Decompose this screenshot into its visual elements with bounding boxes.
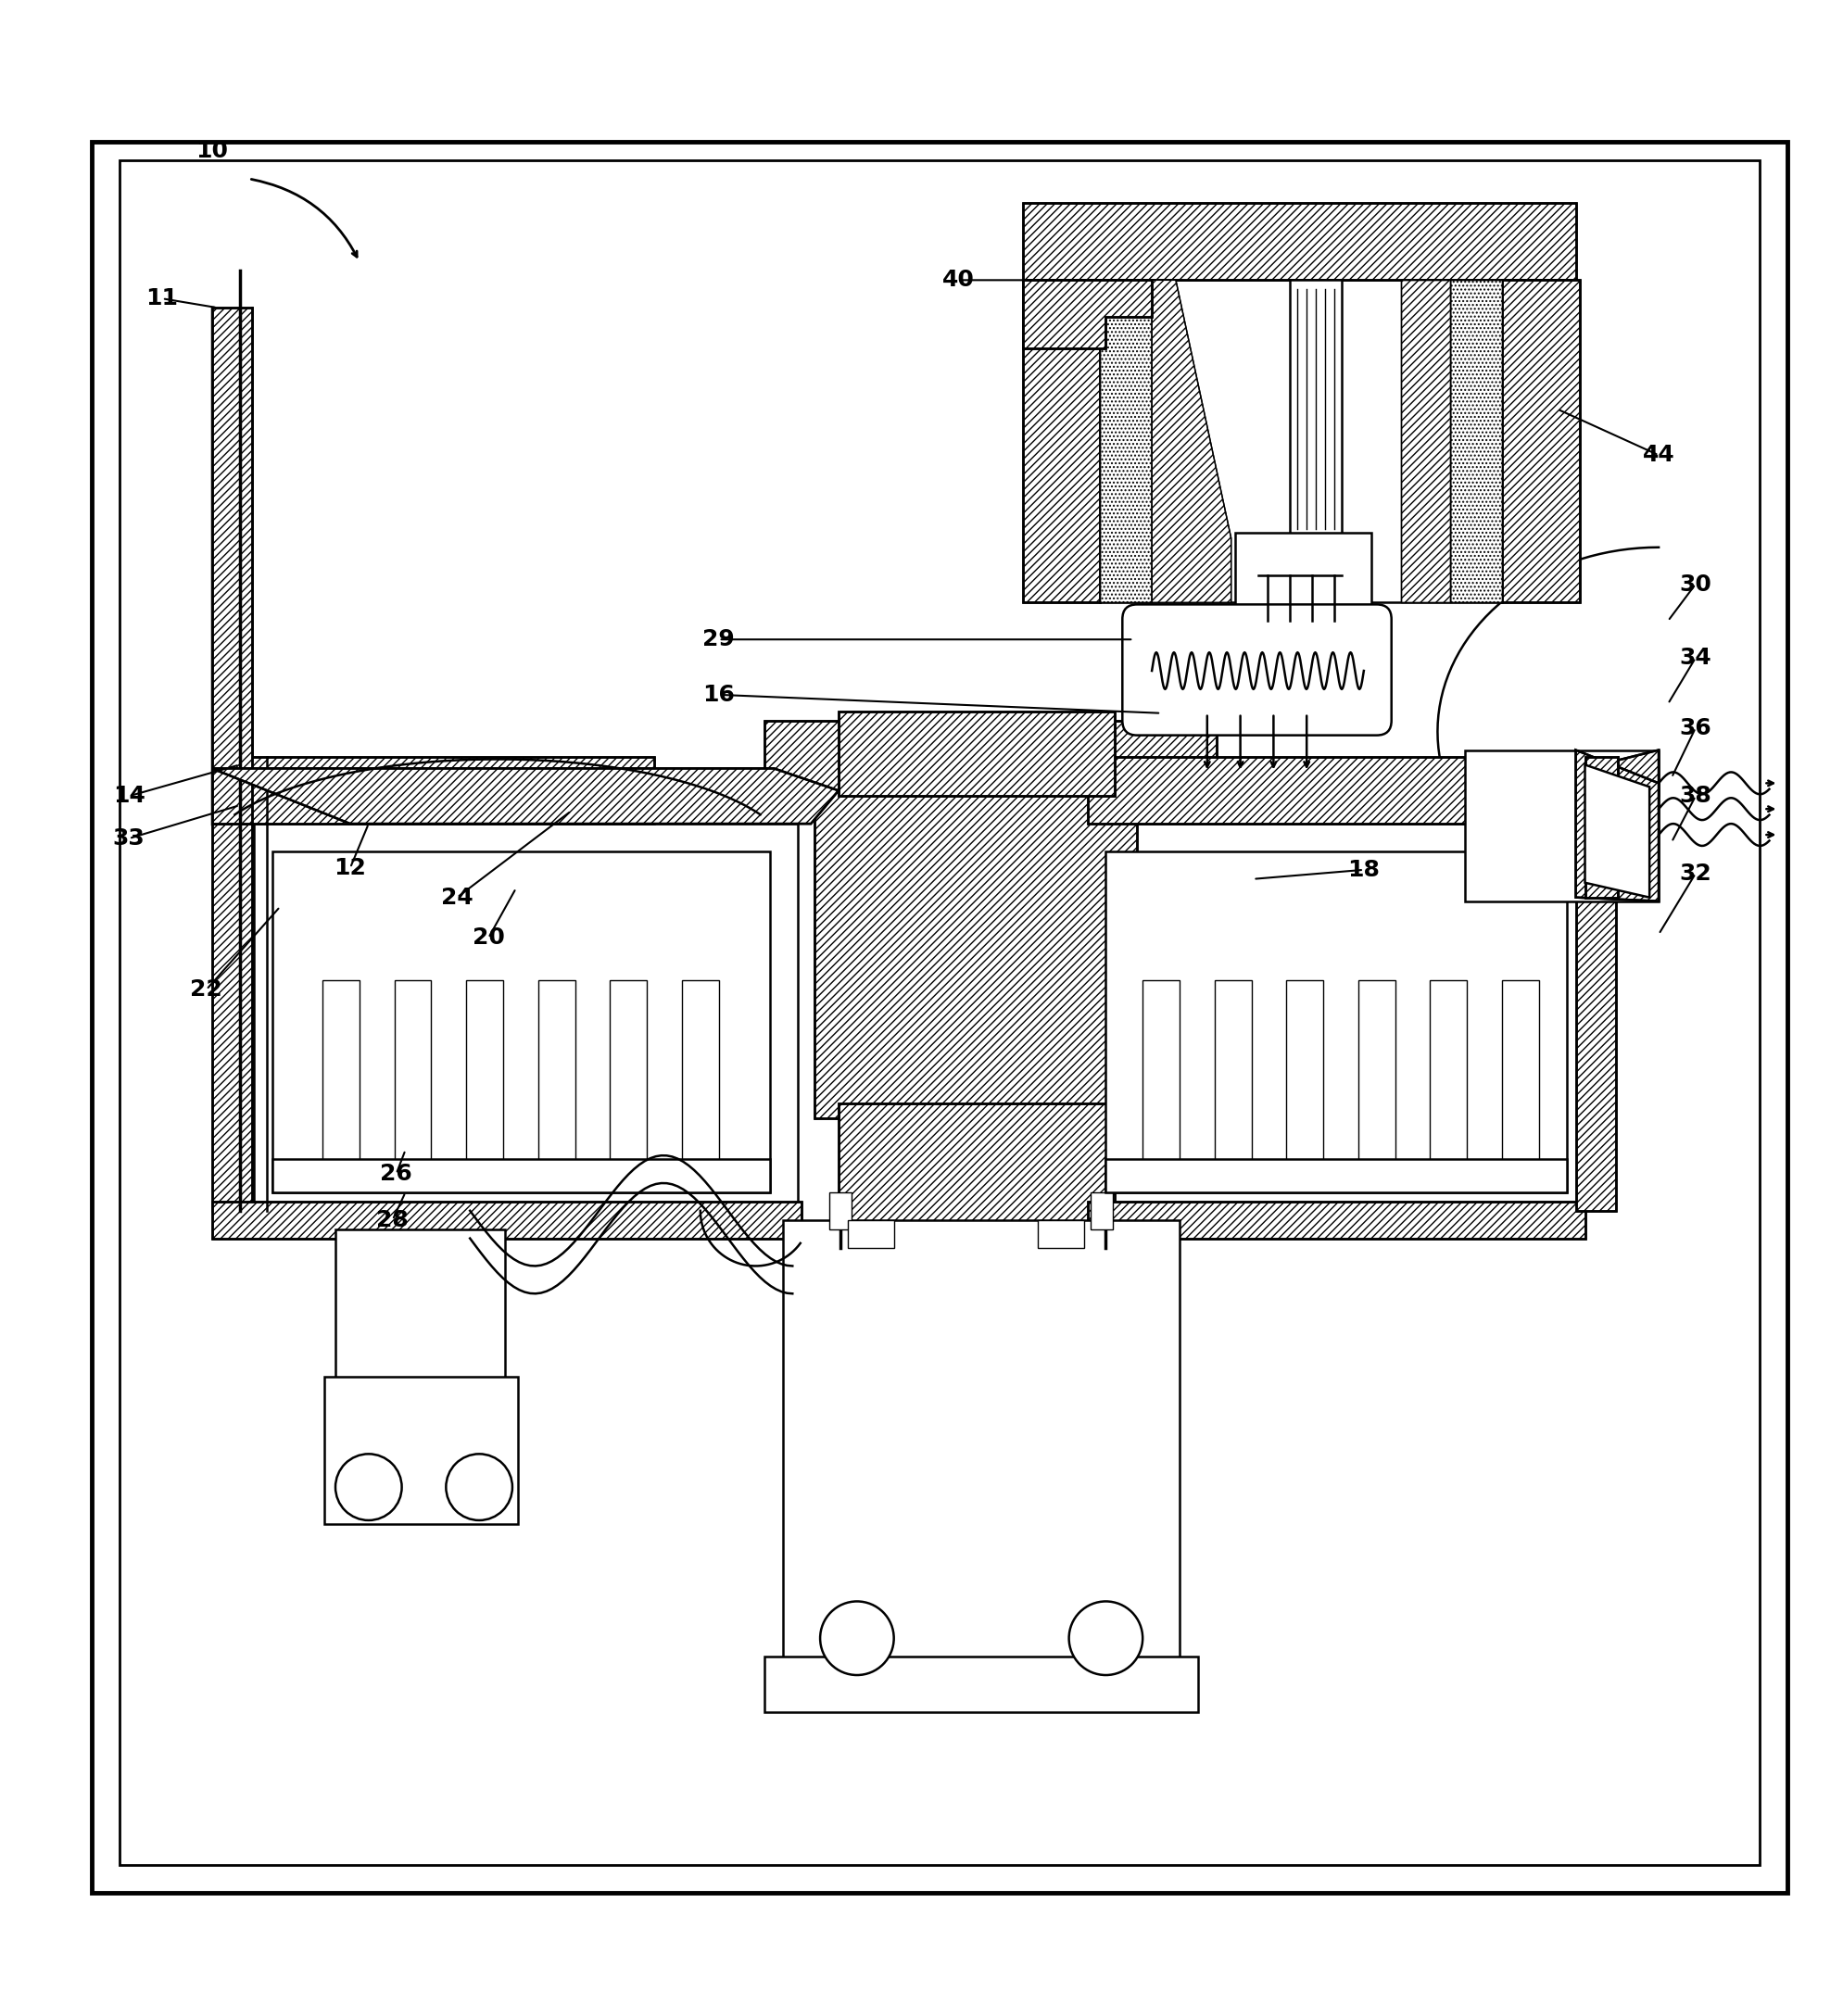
Text: 20: 20 xyxy=(472,927,505,950)
Bar xyxy=(1087,758,1622,825)
Bar xyxy=(1358,980,1395,1165)
Text: 34: 34 xyxy=(1679,647,1712,669)
Text: 11: 11 xyxy=(146,288,179,310)
Bar xyxy=(1023,204,1576,280)
Bar xyxy=(1087,825,1585,1212)
Bar xyxy=(1450,280,1502,603)
Bar xyxy=(839,712,1115,796)
Text: 26: 26 xyxy=(380,1163,413,1185)
Bar xyxy=(323,980,359,1165)
Bar xyxy=(1106,1159,1567,1191)
Bar xyxy=(839,1105,1115,1230)
Text: 36: 36 xyxy=(1679,718,1712,740)
Bar xyxy=(765,720,1216,790)
Bar xyxy=(1502,280,1579,603)
Bar xyxy=(682,980,719,1165)
Bar xyxy=(1100,280,1152,603)
Text: 24: 24 xyxy=(440,887,474,909)
Bar xyxy=(1585,758,1618,897)
Bar xyxy=(1100,280,1502,603)
Bar xyxy=(1023,204,1576,280)
Bar xyxy=(1576,768,1616,1212)
Text: 22: 22 xyxy=(190,978,223,1000)
Bar xyxy=(335,1230,505,1385)
Circle shape xyxy=(335,1454,402,1520)
Circle shape xyxy=(820,1601,894,1675)
Polygon shape xyxy=(1576,750,1659,901)
Bar xyxy=(212,1202,802,1238)
Circle shape xyxy=(1069,1601,1143,1675)
Bar xyxy=(765,720,1216,790)
Text: 16: 16 xyxy=(702,683,735,706)
Polygon shape xyxy=(1585,750,1659,825)
Bar xyxy=(1023,280,1100,603)
Bar xyxy=(1502,980,1539,1165)
Bar xyxy=(212,308,252,825)
Text: 18: 18 xyxy=(1347,859,1380,881)
Bar xyxy=(254,825,798,1212)
FancyBboxPatch shape xyxy=(1122,605,1391,736)
Text: 44: 44 xyxy=(1642,444,1675,466)
Bar xyxy=(1100,280,1152,603)
Polygon shape xyxy=(1401,280,1450,603)
Bar xyxy=(212,758,654,825)
Text: 38: 38 xyxy=(1679,784,1712,806)
Bar xyxy=(815,790,1137,1119)
Polygon shape xyxy=(212,768,839,825)
Bar xyxy=(273,851,770,1191)
Bar xyxy=(1286,980,1323,1165)
Bar xyxy=(1576,768,1616,1212)
Bar xyxy=(839,712,1115,796)
Text: 28: 28 xyxy=(376,1210,409,1232)
Bar xyxy=(212,825,252,1212)
Bar xyxy=(1106,851,1567,1191)
Bar xyxy=(1502,280,1579,603)
Bar xyxy=(1087,1202,1585,1238)
Bar xyxy=(212,1202,802,1238)
Bar xyxy=(1465,750,1659,901)
Bar xyxy=(1450,280,1502,603)
Bar xyxy=(1290,280,1342,538)
Bar xyxy=(394,980,431,1165)
Bar xyxy=(1143,980,1180,1165)
Bar xyxy=(783,1220,1180,1671)
Bar xyxy=(839,1105,1115,1230)
Bar xyxy=(273,1159,770,1191)
Bar xyxy=(1430,980,1467,1165)
Bar xyxy=(1215,980,1251,1165)
Bar xyxy=(610,980,647,1165)
Bar xyxy=(1585,758,1618,897)
Bar xyxy=(212,825,252,1212)
Bar xyxy=(1023,280,1100,603)
Bar xyxy=(1091,1191,1113,1230)
Polygon shape xyxy=(1023,280,1152,349)
Bar xyxy=(1038,1220,1084,1248)
Bar xyxy=(212,308,252,825)
Bar xyxy=(1235,532,1371,621)
Text: 32: 32 xyxy=(1679,863,1712,885)
Text: 12: 12 xyxy=(334,857,367,879)
Bar xyxy=(765,1657,1198,1712)
Bar xyxy=(1087,758,1622,825)
Text: 10: 10 xyxy=(195,139,229,161)
Bar xyxy=(120,161,1760,1865)
Bar xyxy=(1087,1202,1585,1238)
Bar xyxy=(815,790,1137,1119)
Text: 33: 33 xyxy=(112,827,146,849)
Bar xyxy=(848,1220,894,1248)
Bar xyxy=(538,980,575,1165)
Circle shape xyxy=(446,1454,512,1520)
Bar xyxy=(466,980,503,1165)
Bar xyxy=(324,1377,518,1524)
Text: 30: 30 xyxy=(1679,573,1712,595)
Polygon shape xyxy=(1152,280,1231,603)
Text: 40: 40 xyxy=(942,268,975,290)
Text: 29: 29 xyxy=(702,629,735,651)
Bar xyxy=(212,758,654,825)
Text: 14: 14 xyxy=(112,784,146,806)
Bar xyxy=(829,1191,851,1230)
Polygon shape xyxy=(1585,764,1649,897)
